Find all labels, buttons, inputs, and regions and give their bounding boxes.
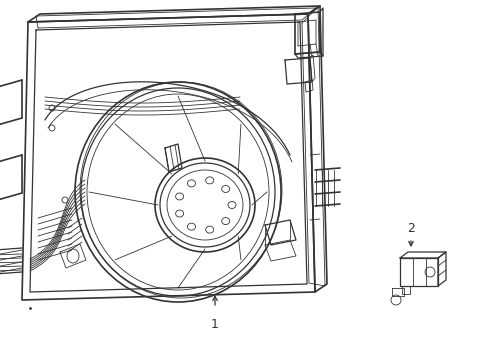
Text: 2: 2 xyxy=(407,222,415,235)
Text: 1: 1 xyxy=(211,318,219,331)
